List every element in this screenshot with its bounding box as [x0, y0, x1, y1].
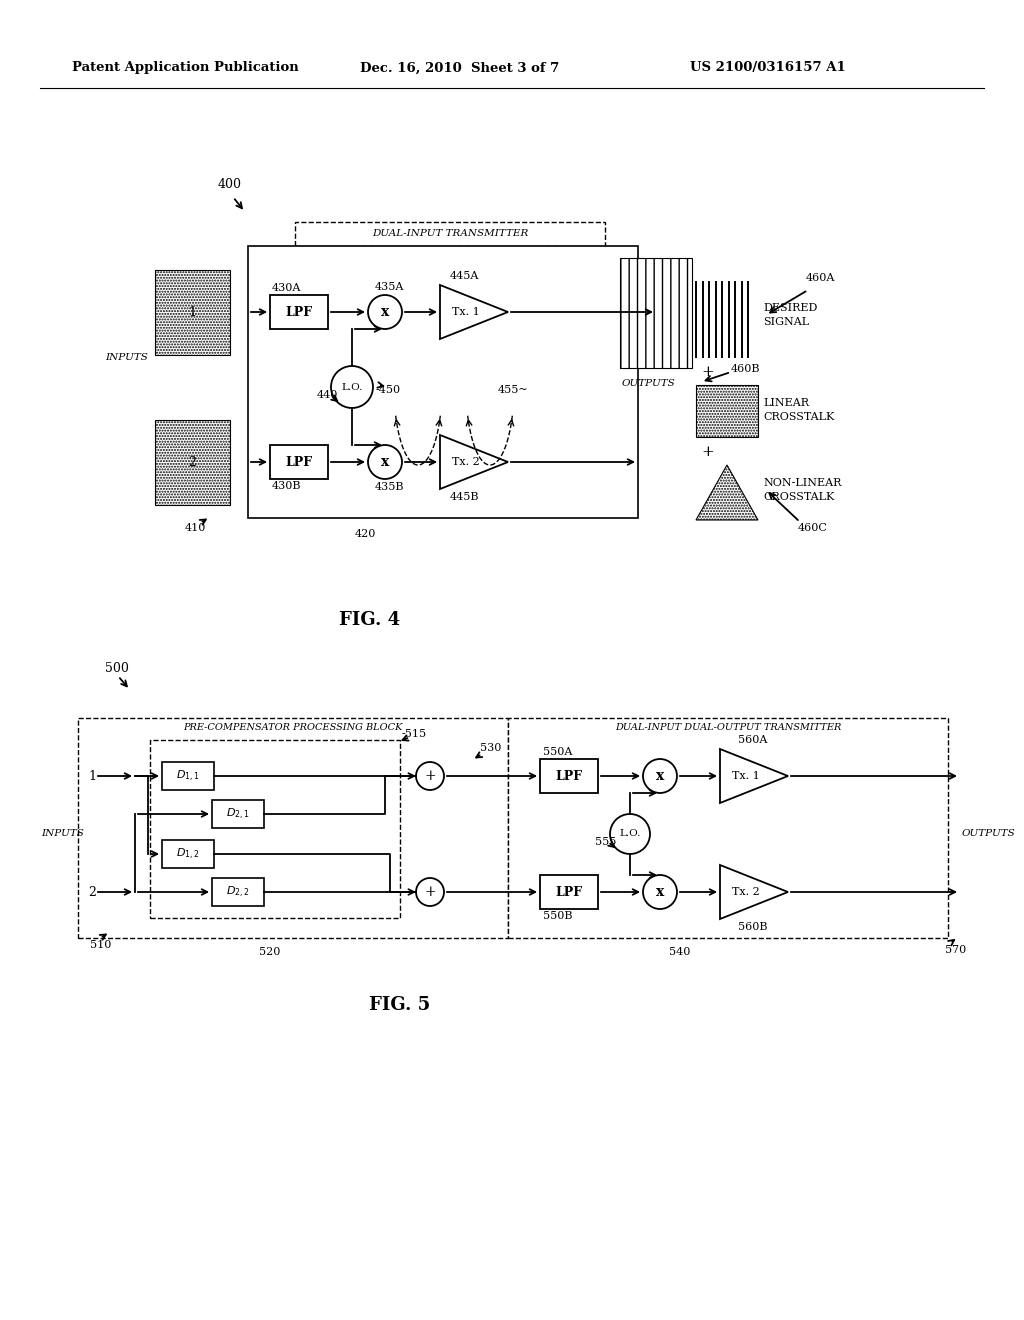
Text: OUTPUTS: OUTPUTS — [962, 829, 1016, 838]
Text: 460B: 460B — [731, 364, 761, 374]
FancyBboxPatch shape — [295, 222, 605, 246]
Text: LPF: LPF — [286, 305, 312, 318]
Text: 550B: 550B — [543, 911, 572, 921]
FancyBboxPatch shape — [508, 718, 948, 939]
Text: 510: 510 — [90, 940, 112, 950]
Text: LPF: LPF — [286, 455, 312, 469]
Text: DUAL-INPUT TRANSMITTER: DUAL-INPUT TRANSMITTER — [372, 230, 528, 239]
FancyBboxPatch shape — [696, 385, 758, 437]
Text: SIGNAL: SIGNAL — [763, 317, 809, 327]
FancyBboxPatch shape — [162, 762, 214, 789]
Text: LPF: LPF — [555, 886, 583, 899]
Text: Tx. 2: Tx. 2 — [452, 457, 479, 467]
FancyBboxPatch shape — [212, 878, 264, 906]
Text: 420: 420 — [355, 529, 377, 539]
FancyBboxPatch shape — [212, 800, 264, 828]
Text: 460A: 460A — [806, 273, 836, 282]
Text: NON-LINEAR: NON-LINEAR — [763, 478, 842, 488]
Text: 560B: 560B — [738, 921, 768, 932]
FancyBboxPatch shape — [155, 420, 230, 506]
Text: OUTPUTS: OUTPUTS — [622, 379, 676, 388]
Text: 570: 570 — [945, 945, 967, 954]
Text: CROSSTALK: CROSSTALK — [763, 492, 835, 502]
Text: 440: 440 — [317, 389, 338, 400]
Text: 445B: 445B — [450, 492, 479, 502]
Text: 435B: 435B — [375, 482, 404, 492]
Text: -515: -515 — [402, 729, 427, 739]
Text: L.O.: L.O. — [341, 383, 362, 392]
Text: 430A: 430A — [272, 282, 301, 293]
Text: 410: 410 — [185, 523, 207, 533]
Text: Dec. 16, 2010  Sheet 3 of 7: Dec. 16, 2010 Sheet 3 of 7 — [360, 62, 559, 74]
Text: DESIRED: DESIRED — [763, 304, 817, 313]
FancyBboxPatch shape — [270, 294, 328, 329]
Text: Tx. 1: Tx. 1 — [732, 771, 760, 781]
Text: 445A: 445A — [450, 271, 479, 281]
Text: 560A: 560A — [738, 735, 767, 744]
FancyBboxPatch shape — [248, 246, 638, 517]
Text: 530: 530 — [480, 743, 502, 752]
FancyBboxPatch shape — [78, 718, 508, 939]
Text: $D_{1,1}$: $D_{1,1}$ — [176, 768, 200, 784]
Text: CROSSTALK: CROSSTALK — [763, 412, 835, 422]
Text: $D_{1,2}$: $D_{1,2}$ — [176, 846, 200, 862]
Text: FIG. 4: FIG. 4 — [339, 611, 400, 630]
FancyBboxPatch shape — [540, 759, 598, 793]
Text: INPUTS: INPUTS — [41, 829, 84, 838]
Text: LPF: LPF — [555, 770, 583, 783]
Text: LINEAR: LINEAR — [763, 399, 809, 408]
Text: PRE-COMPENSATOR PROCESSING BLOCK: PRE-COMPENSATOR PROCESSING BLOCK — [183, 723, 402, 733]
Text: DUAL-INPUT DUAL-OUTPUT TRANSMITTER: DUAL-INPUT DUAL-OUTPUT TRANSMITTER — [614, 723, 841, 733]
Text: Tx. 2: Tx. 2 — [732, 887, 760, 898]
Text: $D_{2,2}$: $D_{2,2}$ — [226, 884, 250, 899]
FancyBboxPatch shape — [620, 257, 692, 368]
Text: +: + — [424, 770, 436, 783]
Text: x: x — [381, 305, 389, 319]
Text: L.O.: L.O. — [620, 829, 641, 838]
Text: US 2100/0316157 A1: US 2100/0316157 A1 — [690, 62, 846, 74]
Text: 540: 540 — [670, 946, 690, 957]
Text: Patent Application Publication: Patent Application Publication — [72, 62, 299, 74]
Text: x: x — [656, 770, 665, 783]
Text: x: x — [656, 884, 665, 899]
Text: 1: 1 — [188, 305, 196, 318]
Text: 1: 1 — [88, 770, 96, 783]
Text: 2: 2 — [188, 455, 196, 469]
FancyBboxPatch shape — [270, 445, 328, 479]
Text: +: + — [701, 366, 714, 379]
Text: x: x — [381, 455, 389, 469]
Text: +: + — [424, 884, 436, 899]
FancyBboxPatch shape — [155, 271, 230, 355]
Text: -450: -450 — [376, 385, 401, 395]
Text: INPUTS: INPUTS — [105, 354, 148, 363]
Text: 460C: 460C — [798, 523, 827, 533]
Text: 520: 520 — [259, 946, 281, 957]
Text: $D_{2,1}$: $D_{2,1}$ — [226, 807, 250, 821]
FancyBboxPatch shape — [162, 840, 214, 869]
Text: 455~: 455~ — [498, 385, 528, 395]
Text: 550A: 550A — [543, 747, 572, 756]
Text: 430B: 430B — [272, 480, 301, 491]
Text: 435A: 435A — [375, 282, 404, 292]
Text: 500: 500 — [105, 661, 129, 675]
FancyBboxPatch shape — [540, 875, 598, 909]
Text: 555: 555 — [595, 837, 616, 847]
Text: +: + — [701, 445, 714, 459]
Text: Tx. 1: Tx. 1 — [452, 308, 479, 317]
Text: 2: 2 — [88, 886, 96, 899]
Text: FIG. 5: FIG. 5 — [370, 997, 431, 1014]
FancyBboxPatch shape — [150, 741, 400, 917]
Text: 400: 400 — [218, 178, 242, 191]
